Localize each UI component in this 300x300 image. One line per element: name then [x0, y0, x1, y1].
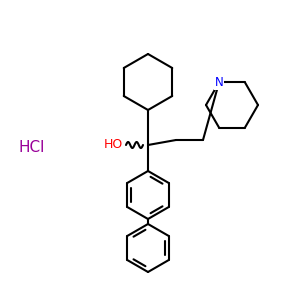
Text: HCl: HCl [19, 140, 45, 155]
Text: HO: HO [104, 139, 123, 152]
Text: N: N [214, 76, 224, 89]
